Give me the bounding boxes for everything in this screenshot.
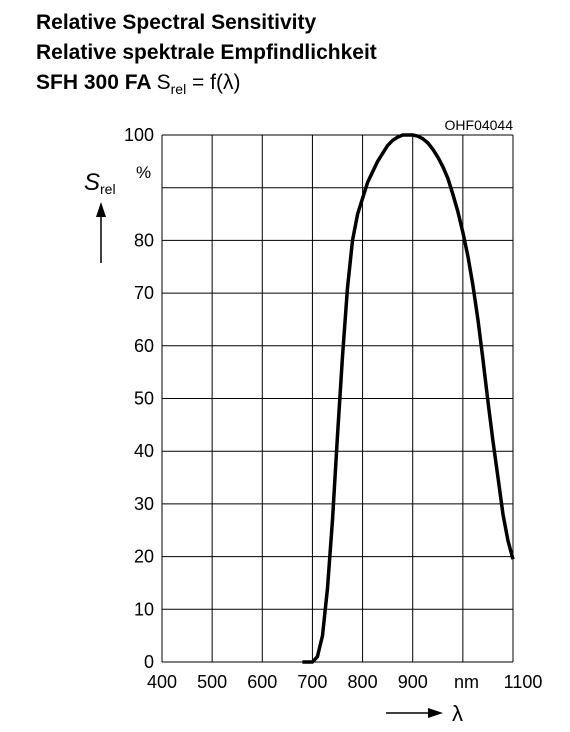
sensitivity-curve — [302, 133, 515, 664]
y-tick-label: 100 — [124, 125, 154, 145]
chart-grid — [161, 134, 514, 663]
x-tick-label: 400 — [147, 672, 177, 692]
title-device-line: SFH 300 FA Srel = f(λ) — [36, 68, 377, 104]
y-tick-label: 0 — [144, 652, 154, 672]
y-unit-label: % — [136, 163, 151, 182]
y-tick-label: 50 — [134, 389, 154, 409]
chart-code-label: OHF04044 — [445, 117, 514, 133]
device-name: SFH 300 FA — [36, 71, 151, 94]
series-group — [302, 133, 515, 664]
title-english: Relative Spectral Sensitivity — [36, 11, 317, 34]
x-tick-label: 900 — [398, 672, 428, 692]
y-tick-label: 20 — [134, 547, 154, 567]
y-tick-label: 40 — [134, 441, 154, 461]
x-tick-label: 1100 — [504, 672, 543, 692]
y-tick-labels: 0 10 20 30 40 50 60 70 80 100 — [124, 125, 154, 672]
x-tick-labels: 400 500 600 700 800 900 1100 — [147, 672, 542, 692]
y-tick-label: 30 — [134, 494, 154, 514]
y-tick-label: 10 — [134, 599, 154, 619]
x-tick-label: 800 — [348, 672, 378, 692]
formula-subscript: rel — [170, 81, 187, 98]
title-german: Relative spektrale Empfindlichkeit — [36, 41, 377, 64]
y-tick-label: 80 — [134, 230, 154, 250]
x-tick-label: 500 — [197, 672, 227, 692]
x-unit-label: nm — [454, 672, 479, 692]
x-tick-label: 600 — [247, 672, 277, 692]
x-tick-label: 700 — [297, 672, 327, 692]
y-axis-arrow — [96, 202, 106, 263]
formula-symbol: S — [156, 71, 171, 94]
title-block: Relative Spectral Sensitivity Relative s… — [36, 8, 377, 104]
y-tick-label: 70 — [134, 283, 154, 303]
x-axis-arrow — [386, 708, 443, 718]
formula-tail: = f(λ) — [186, 71, 241, 94]
x-axis-symbol: λ — [452, 701, 463, 726]
y-axis-symbol: Srel — [84, 169, 116, 197]
y-tick-label: 60 — [134, 336, 154, 356]
